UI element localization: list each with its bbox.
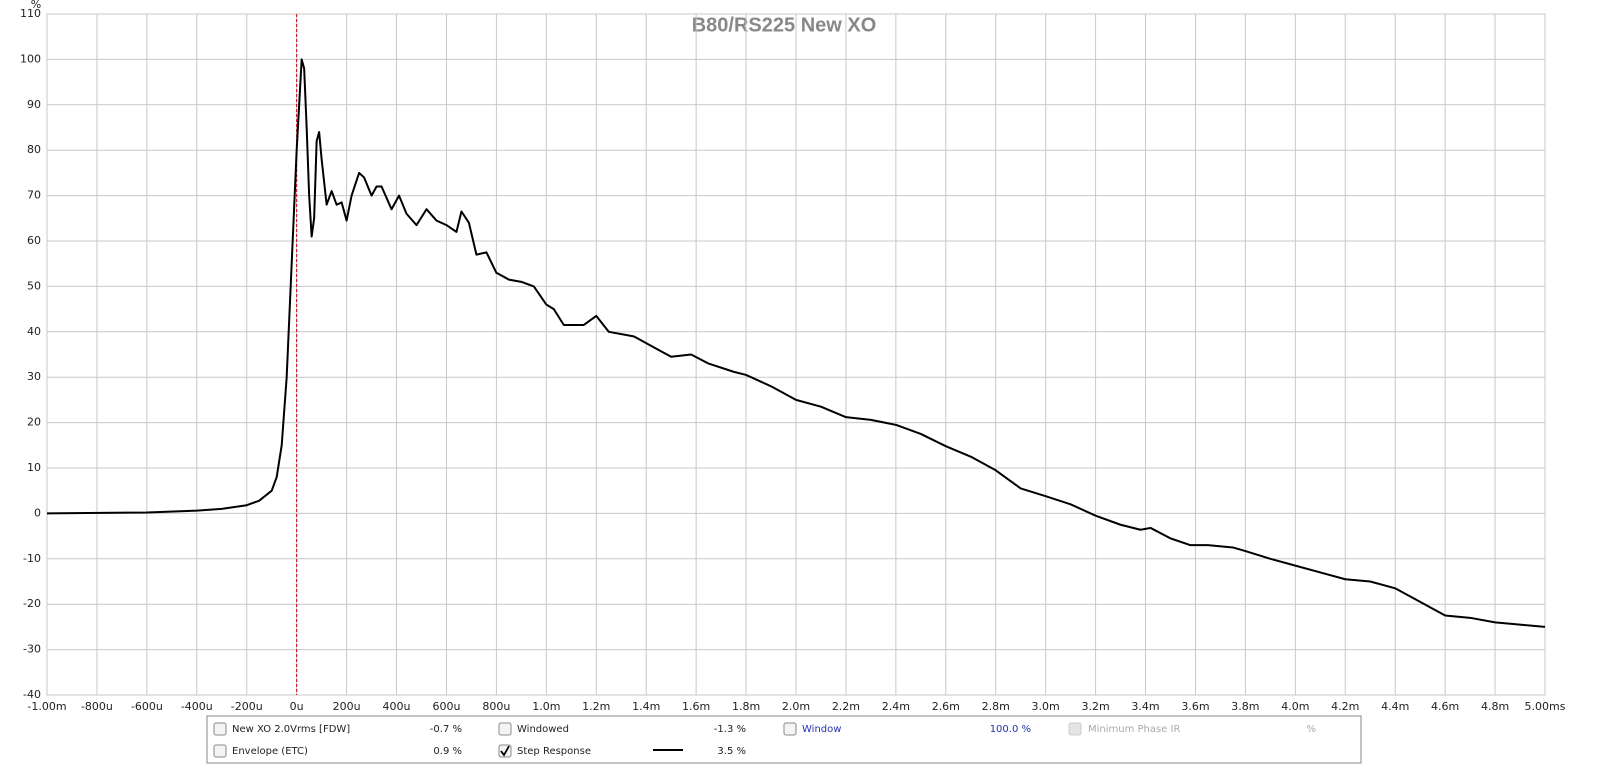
check-mark [500, 745, 510, 757]
data-line [46, 58, 1546, 628]
checkbox[interactable] [213, 744, 227, 758]
x-tick-label: 200u [333, 700, 361, 713]
checkbox[interactable] [1068, 722, 1082, 736]
control-label: Step Response [517, 746, 591, 757]
x-tick-label: 400u [383, 700, 411, 713]
control-label: New XO 2.0Vrms [FDW] [232, 724, 350, 735]
x-tick-label: 4.8m [1481, 700, 1509, 713]
control-panel [206, 715, 1362, 764]
chart-title: B80/RS225 New XO [692, 14, 877, 36]
control-value: -0.7 % [430, 724, 462, 735]
x-tick-label: 2.0m [782, 700, 810, 713]
y-tick-label: -10 [23, 552, 41, 565]
x-tick-label: 1.6m [682, 700, 710, 713]
control-value: 0.9 % [433, 746, 462, 757]
control-label: Windowed [517, 724, 569, 735]
x-tick-label: 3.0m [1032, 700, 1060, 713]
x-tick-label: 3.4m [1131, 700, 1159, 713]
x-tick-label: -800u [81, 700, 113, 713]
control-value: 3.5 % [717, 746, 746, 757]
x-tick-label: 1.0m [532, 700, 560, 713]
y-tick-label: 20 [27, 416, 41, 429]
x-tick-label: 1.8m [732, 700, 760, 713]
control-label: Envelope (ETC) [232, 746, 308, 757]
control-value: % [1306, 724, 1316, 735]
y-tick-label: 50 [27, 279, 41, 292]
x-tick-label: -400u [181, 700, 213, 713]
checkbox[interactable] [783, 722, 797, 736]
control-value: -1.3 % [714, 724, 746, 735]
x-tick-label: -200u [231, 700, 263, 713]
y-tick-label: 90 [27, 98, 41, 111]
y-tick-label: 80 [27, 143, 41, 156]
control-label: Window [802, 724, 841, 735]
y-tick-label: 100 [20, 52, 41, 65]
x-tick-label: 600u [432, 700, 460, 713]
y-tick-label: 110 [20, 7, 41, 20]
x-tick-label: 4.4m [1381, 700, 1409, 713]
y-unit: % [31, 0, 41, 11]
y-tick-label: 10 [27, 461, 41, 474]
y-tick-label: 0 [34, 506, 41, 519]
checkbox[interactable] [498, 722, 512, 736]
y-tick-label: -20 [23, 597, 41, 610]
x-tick-label: 2.4m [882, 700, 910, 713]
x-tick-label: 1.4m [632, 700, 660, 713]
x-tick-label: 3.6m [1181, 700, 1209, 713]
x-tick-label: 4.6m [1431, 700, 1459, 713]
x-tick-label: 2.8m [982, 700, 1010, 713]
x-tick-label: -1.00m [27, 700, 66, 713]
x-tick-label: 5.00ms [1525, 700, 1566, 713]
x-tick-label: 0u [290, 700, 304, 713]
y-tick-label: 60 [27, 234, 41, 247]
control-label: Minimum Phase IR [1088, 724, 1181, 735]
control-value: 100.0 % [990, 724, 1031, 735]
checkbox[interactable] [213, 722, 227, 736]
y-tick-label: -40 [23, 688, 41, 701]
x-tick-label: 3.2m [1081, 700, 1109, 713]
y-tick-label: 40 [27, 325, 41, 338]
y-tick-label: 70 [27, 189, 41, 202]
y-tick-label: -30 [23, 643, 41, 656]
x-tick-label: 800u [482, 700, 510, 713]
x-tick-label: -600u [131, 700, 163, 713]
x-tick-label: 4.0m [1281, 700, 1309, 713]
x-tick-label: 3.8m [1231, 700, 1259, 713]
y-tick-label: 30 [27, 370, 41, 383]
x-tick-label: 1.2m [582, 700, 610, 713]
x-tick-label: 2.2m [832, 700, 860, 713]
x-tick-label: 2.6m [932, 700, 960, 713]
x-tick-label: 4.2m [1331, 700, 1359, 713]
